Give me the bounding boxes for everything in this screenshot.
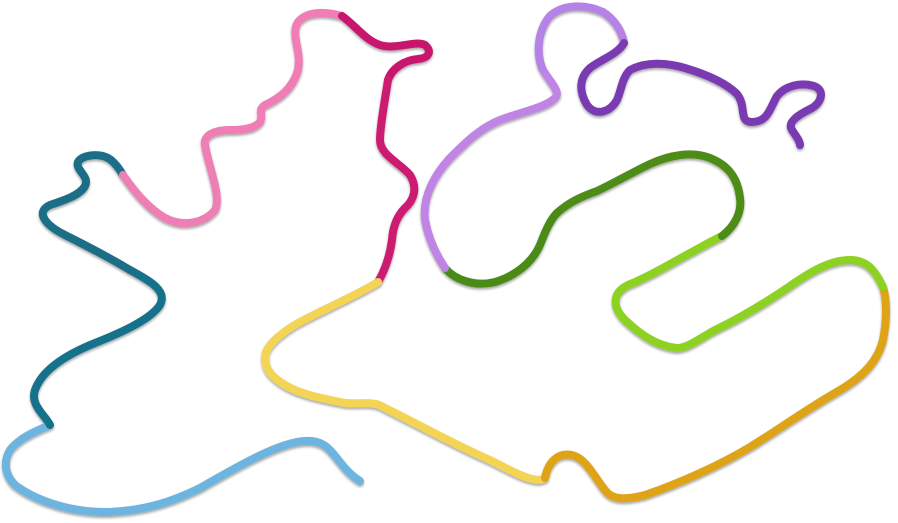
path-segment-5 (226, 8, 346, 134)
path-segment-7 (374, 76, 419, 286)
path-segment-15 (577, 39, 825, 149)
path-segment-1 (1, 421, 364, 517)
path-segment-4 (119, 126, 234, 228)
path-segment-13 (420, 64, 561, 272)
path-segment-8 (261, 278, 549, 484)
path-segment-9 (541, 283, 890, 503)
path-segment-6 (338, 12, 433, 84)
path-segment-10 (611, 232, 887, 352)
path-segment-12 (441, 209, 561, 288)
path-segment-11 (553, 150, 745, 240)
path-segment-14 (534, 2, 628, 72)
path-segment-2 (30, 266, 166, 429)
path-segment-3 (38, 151, 134, 274)
